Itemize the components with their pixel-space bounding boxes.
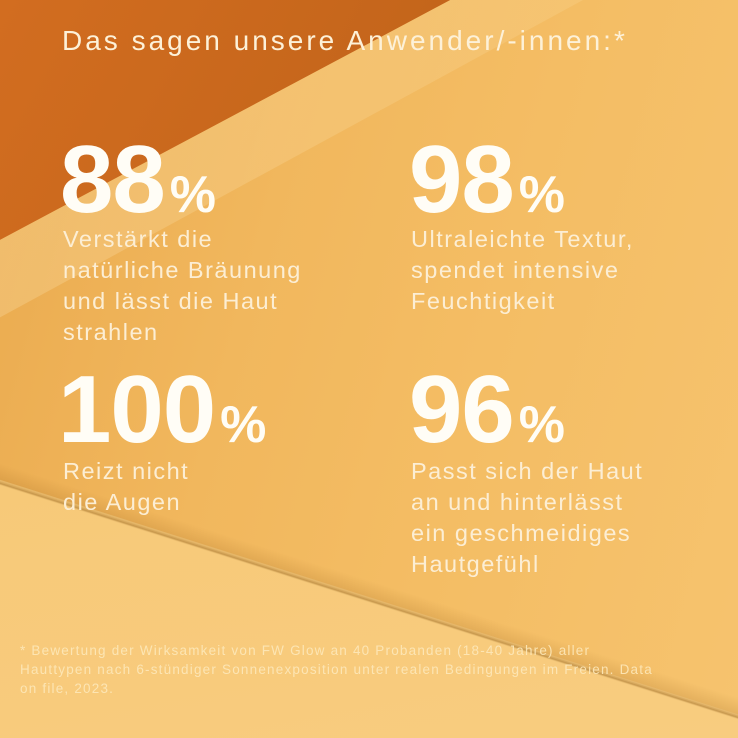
percent-sign: % bbox=[169, 166, 217, 224]
stat-number: 96 bbox=[409, 356, 515, 463]
stat-description-1: Verstärkt die natürliche Bräunung und lä… bbox=[63, 224, 302, 348]
stat-value-1: 88% bbox=[60, 132, 216, 228]
desc-line: Feuchtigkeit bbox=[411, 288, 556, 314]
desc-line: natürliche Bräunung bbox=[63, 257, 302, 283]
footnote-line: on file, 2023. bbox=[20, 681, 115, 696]
desc-line: Passt sich der Haut bbox=[411, 458, 644, 484]
desc-line: die Augen bbox=[63, 489, 182, 515]
percent-sign: % bbox=[518, 166, 566, 224]
stat-description-3: Reizt nicht die Augen bbox=[63, 456, 189, 518]
headline: Das sagen unsere Anwender/-innen:* bbox=[62, 25, 628, 56]
footnote-line: * Bewertung der Wirksamkeit von FW Glow … bbox=[20, 643, 591, 658]
desc-line: und lässt die Haut bbox=[63, 288, 279, 314]
desc-line: Reizt nicht bbox=[63, 458, 190, 484]
desc-line: Ultraleichte Textur, bbox=[411, 226, 634, 252]
stat-description-4: Passt sich der Haut an und hinterlässt e… bbox=[411, 456, 643, 580]
desc-line: Hautgefühl bbox=[411, 551, 540, 577]
footnote-line: Hauttypen nach 6-stündiger Sonnenexposit… bbox=[20, 662, 653, 677]
desc-line: strahlen bbox=[63, 319, 159, 345]
desc-line: spendet intensive bbox=[411, 257, 620, 283]
stat-number: 100 bbox=[58, 356, 216, 463]
desc-line: ein geschmeidiges bbox=[411, 520, 632, 546]
desc-line: Verstärkt die bbox=[63, 226, 214, 252]
stat-value-3: 100% bbox=[58, 362, 266, 458]
footnote: * Bewertung der Wirksamkeit von FW Glow … bbox=[20, 641, 725, 698]
percent-sign: % bbox=[220, 396, 267, 454]
stat-number: 98 bbox=[409, 126, 515, 233]
stat-value-4: 96% bbox=[409, 362, 565, 458]
stat-description-2: Ultraleichte Textur, spendet intensive F… bbox=[411, 224, 634, 317]
stat-value-2: 98% bbox=[409, 132, 565, 228]
desc-line: an und hinterlässt bbox=[411, 489, 624, 515]
percent-sign: % bbox=[518, 396, 566, 454]
stat-number: 88 bbox=[60, 126, 166, 233]
